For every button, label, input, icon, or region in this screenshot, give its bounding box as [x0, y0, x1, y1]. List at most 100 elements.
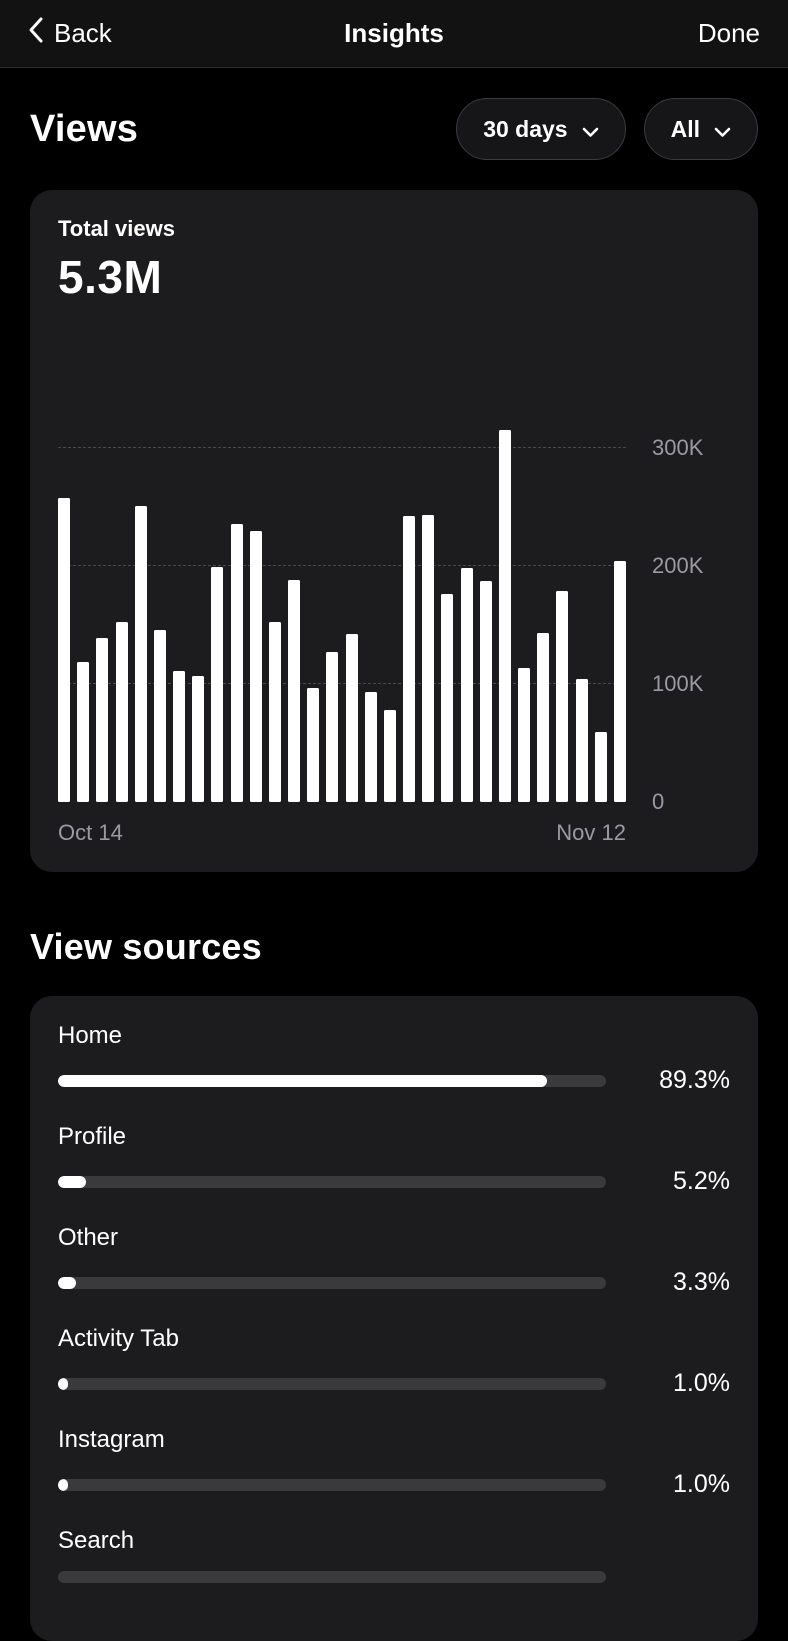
- gridline: [58, 447, 626, 448]
- chart-bar: [115, 621, 128, 802]
- chart-bar: [460, 568, 473, 802]
- chart-bar: [153, 629, 166, 802]
- chart-bar: [383, 710, 396, 802]
- source-bar-line: [58, 1571, 730, 1583]
- views-header-row: Views 30 days All: [30, 98, 758, 160]
- source-bar-fill: [58, 1074, 548, 1087]
- source-bar-fill: [58, 1377, 68, 1390]
- views-bar-chart: 0 100K 200K 300K: [58, 422, 730, 813]
- source-label: Activity Tab: [58, 1325, 179, 1352]
- source-bar-fill: [58, 1175, 87, 1188]
- y-axis-label: 100K: [652, 671, 704, 696]
- gridline: [58, 565, 626, 566]
- source-percent: 89.3%: [659, 1066, 730, 1094]
- source-label: Home: [58, 1022, 123, 1049]
- chart-bar: [211, 567, 224, 802]
- chart-bar: [288, 580, 301, 802]
- chart-grid: [58, 422, 626, 802]
- chart-bar: [422, 515, 435, 802]
- chart-bar: [498, 430, 511, 802]
- done-button[interactable]: Done: [697, 18, 760, 48]
- source-bar-track: [58, 1571, 606, 1583]
- chart-bar: [307, 687, 320, 802]
- chart-bar: [96, 638, 109, 802]
- source-bar-track: [58, 1074, 606, 1087]
- chart-bar: [345, 634, 358, 802]
- filter-pills: 30 days All: [456, 98, 758, 160]
- header: Back Insights Done: [0, 0, 788, 68]
- source-percent: 1.0%: [673, 1369, 730, 1397]
- source-bar-line: 3.3%: [58, 1268, 730, 1297]
- metric-label: Total views: [58, 216, 175, 241]
- chevron-down-icon: [582, 117, 599, 144]
- chart-bar: [518, 667, 531, 802]
- chart-bar: [594, 732, 607, 802]
- source-bar-line: 89.3%: [58, 1066, 730, 1095]
- source-bar-track: [58, 1175, 606, 1188]
- chart-bar: [192, 675, 205, 802]
- chart-y-axis: 0 100K 200K 300K: [626, 422, 730, 813]
- chart-bar: [364, 692, 377, 802]
- chart-bar: [58, 497, 70, 802]
- view-sources-heading: View sources: [30, 926, 262, 967]
- chart-bars: [58, 422, 626, 802]
- source-bar-track: [58, 1276, 606, 1289]
- back-label: Back: [54, 18, 112, 48]
- x-axis-end-label: Nov 12: [556, 820, 626, 845]
- source-label: Profile: [58, 1123, 127, 1150]
- chart-bar: [134, 505, 147, 802]
- chart-bar: [537, 633, 550, 802]
- source-bar-fill: [58, 1276, 77, 1289]
- source-bar-line: 1.0%: [58, 1369, 730, 1398]
- chart-bar: [268, 621, 281, 802]
- source-percent: 5.2%: [673, 1167, 730, 1195]
- content-scroll[interactable]: Views 30 days All Total views: [0, 98, 788, 1641]
- source-bar-line: 1.0%: [58, 1470, 730, 1499]
- chevron-left-icon: [28, 16, 44, 51]
- view-sources-list: Home 89.3% Profile 5.2% Other 3.3% Activ…: [58, 1022, 730, 1583]
- filter-date-range[interactable]: 30 days: [456, 98, 626, 160]
- chart-bar: [173, 671, 186, 802]
- filter-date-range-label: 30 days: [483, 115, 568, 142]
- chart-bar: [613, 561, 626, 802]
- views-heading: Views: [30, 107, 139, 150]
- chart-plot: [58, 422, 626, 802]
- y-axis-label: 0: [652, 789, 665, 814]
- source-label: Search: [58, 1527, 135, 1554]
- chart-bar: [479, 581, 492, 802]
- filter-content-type-label: All: [670, 115, 700, 142]
- page-title: Insights: [344, 18, 444, 48]
- chart-bar: [403, 516, 416, 802]
- chart-bar: [326, 652, 339, 802]
- chart-bar: [77, 661, 90, 802]
- source-bar-line: 5.2%: [58, 1167, 730, 1196]
- chart-bar: [575, 679, 588, 802]
- chart-bar: [249, 530, 262, 802]
- source-row: Other 3.3%: [58, 1224, 730, 1297]
- source-label: Other: [58, 1224, 119, 1251]
- chart-bar: [441, 594, 454, 802]
- source-label: Instagram: [58, 1426, 165, 1453]
- source-percent: 3.3%: [673, 1268, 730, 1296]
- source-row: Instagram 1.0%: [58, 1426, 730, 1499]
- y-axis-label: 200K: [652, 553, 704, 578]
- total-views-card: Total views 5.3M 0 100K 200K 300K Oct 14 No…: [30, 190, 758, 872]
- filter-content-type[interactable]: All: [643, 98, 758, 160]
- gridline: [58, 683, 626, 684]
- source-bar-fill: [58, 1478, 68, 1491]
- source-bar-track: [58, 1478, 606, 1491]
- source-row: Profile 5.2%: [58, 1123, 730, 1196]
- source-bar-track: [58, 1377, 606, 1390]
- view-sources-card: Home 89.3% Profile 5.2% Other 3.3% Activ…: [30, 996, 758, 1641]
- source-percent: 1.0%: [673, 1470, 730, 1498]
- back-button[interactable]: Back: [28, 16, 112, 51]
- chart-x-labels: Oct 14 Nov 12: [58, 820, 626, 846]
- chart-bar: [230, 523, 243, 802]
- source-row: Home 89.3%: [58, 1022, 730, 1095]
- chart-bar: [556, 590, 569, 802]
- source-row: Search: [58, 1527, 730, 1583]
- chevron-down-icon: [714, 117, 731, 144]
- metric-value: 5.3M: [58, 251, 163, 303]
- y-axis-label: 300K: [652, 435, 704, 460]
- x-axis-start-label: Oct 14: [58, 820, 123, 845]
